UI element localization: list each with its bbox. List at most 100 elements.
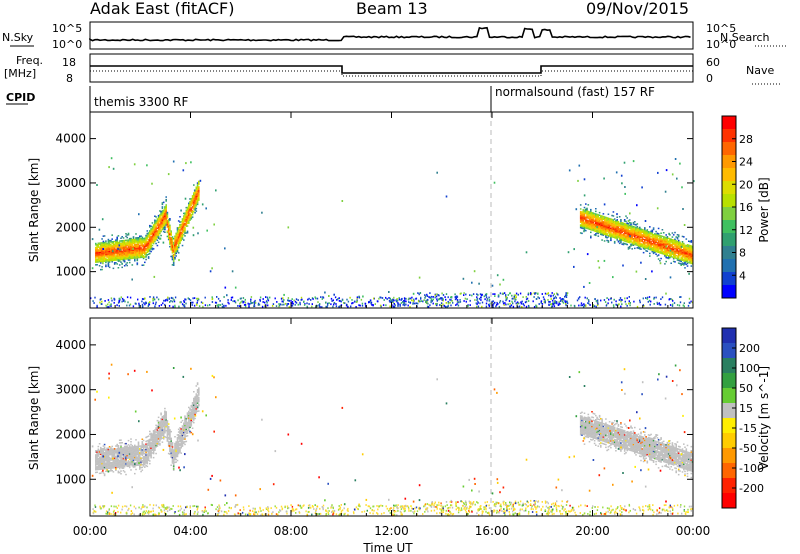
echo-cell [106,244,108,246]
echo-cell [150,435,152,437]
echo-cell [652,242,655,244]
echo-cell [107,257,110,259]
clutter-cell [332,299,334,302]
echo-cell [601,216,603,219]
echo-cell [595,225,597,227]
echo-cell [177,245,180,247]
clutter-cell [492,293,494,295]
echo-cell [654,233,656,235]
echo-cell [140,446,142,449]
clutter-cell [561,298,563,300]
clutter-cell [516,303,519,305]
echo-cell [688,245,690,248]
scatter-cell [665,169,668,172]
echo-cell [116,255,118,257]
echo-cell [139,452,141,454]
echo-cell [596,221,598,224]
clutter-cell [422,300,424,303]
echo-cell [113,243,116,245]
echo-cell [601,239,603,241]
echo-cell [672,258,675,260]
echo-cell [581,212,583,215]
echo-cell [683,264,685,266]
clutter-cell [646,298,648,300]
echo-cell [121,460,123,463]
clutter-cell [396,300,398,303]
echo-cell [128,450,131,453]
clutter-cell [154,305,156,308]
echo-cell [152,447,155,449]
echo-cell [150,436,152,439]
echo-cell [154,236,156,239]
echo-cell [681,259,684,262]
echo-cell [639,246,641,249]
clutter-cell [515,302,517,305]
echo-cell [105,450,107,452]
echo-cell [155,222,157,225]
echo-cell [174,457,176,459]
echo-cell [135,463,137,465]
clutter-cell [121,297,124,300]
clutter-cell [281,300,283,303]
echo-cell [666,247,669,250]
echo-cell [664,245,666,248]
echo-cell [169,430,171,432]
echo-cell [145,458,147,460]
echo-cell [640,229,642,232]
clutter-cell [497,303,499,305]
echo-cell [198,188,200,191]
echo-cell [102,460,105,462]
echo-cell [637,240,640,243]
scatter-cell [615,171,618,174]
echo-cell [661,251,664,254]
echo-cell [177,226,180,229]
echo-cell [169,232,171,235]
clutter-cell [455,297,458,300]
echo-cell [101,258,103,260]
echo-cell [591,216,593,218]
echo-cell [128,446,131,448]
echo-cell [112,267,115,270]
echo-cell [590,236,592,239]
clutter-cell [304,303,306,305]
echo-cell [151,448,154,450]
echo-cell [598,214,601,216]
echo-cell [152,435,155,437]
clutter-cell [429,304,431,307]
echo-cell [175,441,177,443]
echo-cell [175,235,177,237]
clutter-cell [576,299,579,302]
echo-cell [601,220,603,223]
echo-cell [136,245,139,247]
echo-cell [100,456,102,458]
colorbar-tick-label: 28 [739,133,753,146]
echo-cell [110,448,112,450]
echo-cell [681,243,684,246]
echo-cell [116,237,118,240]
echo-cell [189,200,191,203]
echo-cell [106,461,108,463]
echo-cell [111,234,113,236]
clutter-cell [262,301,264,303]
clutter-cell [383,299,385,301]
clutter-cell [566,294,568,296]
clutter-cell [476,296,478,299]
echo-cell [667,249,670,252]
echo-cell [152,232,155,234]
clutter-cell [499,300,502,302]
echo-cell [97,255,100,258]
clutter-cell [443,304,445,307]
echo-cell [120,261,122,263]
echo-cell [608,231,611,233]
echo-cell [175,251,177,253]
echo-cell [165,412,167,414]
echo-cell [117,471,120,474]
echo-cell [147,236,150,238]
echo-cell [120,256,122,258]
clutter-cell [503,304,505,306]
clutter-cell [476,297,478,300]
echo-cell [676,248,679,251]
echo-cell [156,234,159,236]
echo-cell [680,243,682,245]
echo-cell [152,434,155,436]
